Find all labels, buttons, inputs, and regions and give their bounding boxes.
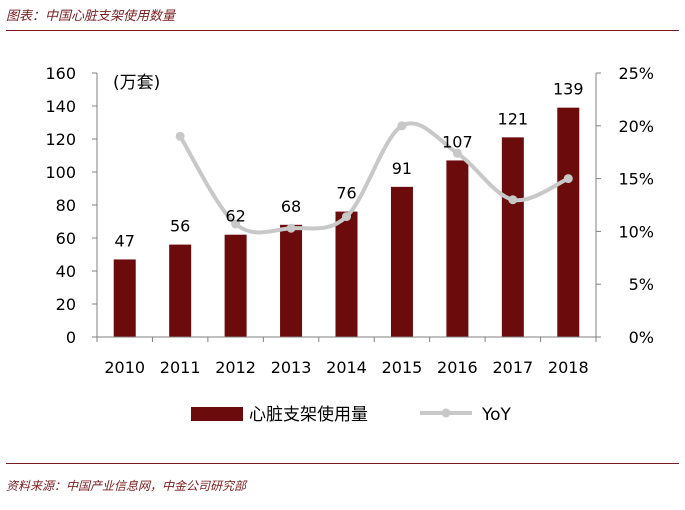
x-tick-label: 2011 [160, 358, 201, 377]
bar [557, 107, 580, 338]
y-left-tick-label: 140 [45, 97, 76, 116]
y-right-tick-label: 5% [629, 275, 654, 294]
bar [501, 137, 524, 337]
labels: 47 56 62 68 76 91 107 121 139 [115, 80, 584, 251]
yoy-point [231, 219, 241, 229]
unit-label: (万套) [113, 73, 160, 93]
bar [446, 160, 469, 337]
bar [113, 259, 136, 337]
y-left-tick-label: 20 [56, 295, 76, 314]
chart: 0 20 40 60 80 100 120 140 160 0% 5% 10% 15% 20% 25% 201… [45, 64, 654, 425]
y-left-tick-label: 40 [56, 262, 76, 281]
x-tick-label: 2018 [548, 358, 589, 377]
bar-value-label: 91 [392, 159, 412, 178]
y-left-tick-label: 160 [45, 64, 76, 83]
yoy-point [563, 174, 573, 184]
axes: 0 20 40 60 80 100 120 140 160 0% 5% 10% 15% 20% 25% 201… [45, 64, 654, 377]
y-left-tick-label: 60 [56, 229, 76, 248]
x-tick-label: 2013 [271, 358, 312, 377]
y-right-tick-label: 0% [629, 328, 654, 347]
bar [280, 224, 303, 337]
bar-value-label: 62 [225, 207, 245, 226]
legend-line-label: YoY [481, 405, 512, 425]
figure-title: 图表：中国心脏支架使用数量 [6, 9, 176, 24]
y-right-tick-label: 20% [618, 117, 654, 136]
bar-value-label: 107 [442, 132, 473, 151]
source-note: 资料来源：中国产业信息网，中金公司研究部 [6, 479, 247, 493]
bar-value-label: 121 [498, 109, 529, 128]
bars [113, 107, 580, 338]
y-left-tick-label: 80 [56, 196, 76, 215]
legend-bar-label: 心脏支架使用量 [249, 404, 368, 425]
y-left-tick-label: 100 [45, 163, 76, 182]
legend-line-marker [441, 408, 451, 418]
legend-bar-swatch [191, 407, 243, 421]
x-tick-label: 2016 [437, 358, 478, 377]
yoy-point [342, 212, 351, 222]
bar [390, 186, 413, 337]
top-rule [6, 30, 679, 31]
x-tick-label: 2014 [326, 358, 367, 377]
yoy-point [175, 131, 185, 141]
bar-value-label: 76 [336, 184, 356, 203]
yoy-line-group [175, 121, 573, 235]
bar-value-label: 139 [553, 80, 584, 99]
yoy-point [508, 195, 518, 205]
bottom-rule [6, 463, 679, 464]
bar [224, 234, 247, 337]
y-right-tick-label: 25% [618, 64, 654, 83]
bar-value-label: 56 [170, 217, 190, 236]
bar-value-label: 47 [115, 231, 135, 250]
x-tick-label: 2010 [104, 358, 145, 377]
y-right-tick-label: 15% [618, 170, 654, 189]
bar [169, 244, 192, 337]
yoy-point [397, 121, 407, 131]
yoy-point [452, 148, 462, 158]
y-left-tick-label: 0 [66, 328, 76, 347]
x-tick-label: 2015 [382, 358, 423, 377]
legend: 心脏支架使用量 YoY [191, 404, 512, 425]
y-right-tick-label: 10% [618, 222, 654, 241]
x-tick-label: 2012 [215, 358, 256, 377]
bar-value-label: 68 [281, 197, 301, 216]
y-left-tick-label: 120 [45, 130, 76, 149]
yoy-point [286, 223, 296, 233]
x-tick-label: 2017 [492, 358, 533, 377]
bar [335, 211, 358, 337]
